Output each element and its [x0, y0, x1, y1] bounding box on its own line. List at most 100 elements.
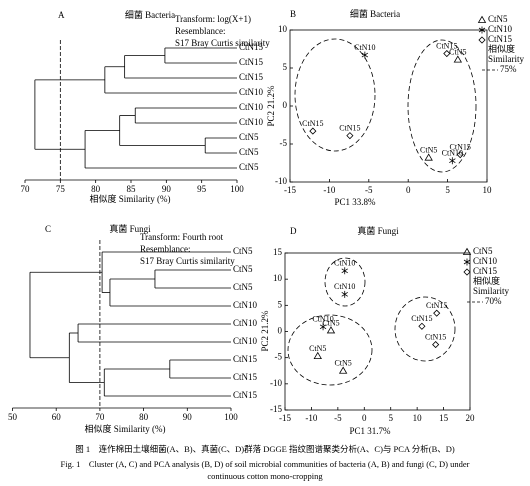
leaf-label: CtN10 [233, 318, 258, 328]
panel-letter: D [290, 226, 297, 236]
x-tick-label: 0 [406, 185, 411, 195]
y-axis-label: PC2 21.2% [266, 85, 276, 127]
y-tick-label: -5 [275, 352, 283, 362]
point [361, 51, 369, 59]
panel-letter: B [290, 9, 296, 19]
point [462, 247, 472, 255]
cluster-ellipse [294, 38, 376, 152]
y-tick-label: 0 [278, 326, 283, 336]
point [449, 157, 456, 165]
cluster-ellipse [407, 39, 477, 173]
x-tick-label: -10 [305, 413, 317, 423]
annotation: S17 Bray Curtis similarity [175, 38, 270, 48]
legend-note: Similarity [473, 286, 510, 296]
leaf-label: CtN15 [233, 372, 258, 382]
caption-en: Fig. 1 Cluster (A, C) and PCA analysis (… [61, 459, 470, 469]
point [341, 267, 348, 275]
leaf-label: CtN5 [233, 282, 253, 292]
point [418, 322, 426, 330]
point [456, 151, 464, 159]
y-tick-label: 0 [283, 100, 288, 110]
point-label: CtN5 [420, 146, 437, 155]
point [341, 290, 348, 298]
x-tick-label: 75 [56, 184, 66, 194]
point [477, 15, 487, 23]
legend-note: Similarity [488, 54, 525, 64]
x-tick-label: 10 [483, 185, 493, 195]
leaf-label: CtN5 [239, 132, 259, 142]
x-tick-label: -15 [279, 413, 291, 423]
x-tick-label: 50 [8, 412, 18, 422]
point [453, 55, 463, 63]
y-tick-label: 15 [273, 247, 283, 257]
y-axis-label: PC2 21.2% [260, 310, 270, 352]
point-label: CtN10 [334, 259, 355, 268]
annotation: Transform: Fourth root [140, 232, 224, 242]
x-tick-label: 5 [445, 185, 450, 195]
point [433, 309, 441, 317]
y-tick-label: 5 [283, 62, 288, 72]
legend-note: 相似度 [488, 43, 515, 54]
x-tick-label: 5 [388, 413, 393, 423]
x-tick-label: 90 [162, 184, 172, 194]
x-tick-label: -10 [323, 185, 335, 195]
x-tick-label: -15 [284, 185, 296, 195]
x-axis-label: 相似度 Similarity (%) [90, 193, 171, 204]
point-label: CtN5 [334, 359, 351, 368]
x-tick-label: 70 [21, 184, 31, 194]
point [319, 323, 327, 331]
point-label: CtN15 [450, 142, 471, 151]
point [424, 153, 433, 161]
point-label: CtN15 [302, 119, 323, 128]
x-tick-label: 0 [362, 413, 367, 423]
legend-label: CtN10 [488, 24, 513, 34]
point [432, 341, 440, 349]
panel-letter: C [45, 224, 51, 234]
legend-label: CtN15 [488, 34, 513, 44]
point-label: CtN5 [309, 344, 326, 353]
y-tick-label: -10 [275, 176, 287, 186]
point [443, 49, 451, 58]
leaf-label: CtN15 [239, 72, 264, 82]
y-tick-label: 10 [273, 273, 283, 283]
point-label: CtN15 [426, 301, 447, 310]
cluster-ellipse [394, 296, 456, 362]
x-tick-label: 60 [52, 412, 62, 422]
leaf-label: CtN15 [233, 390, 258, 400]
cluster-ellipse [287, 314, 373, 386]
annotation: Transform: log(X+1) [175, 14, 251, 24]
legend-note: 相似度 [473, 275, 500, 286]
y-tick-label: -5 [280, 138, 288, 148]
point [326, 326, 336, 334]
leaf-label: CtN15 [239, 42, 264, 52]
legend-label: CtN15 [473, 266, 498, 276]
leaf-label: CtN15 [239, 57, 264, 67]
x-axis-label: PC1 31.7% [349, 426, 391, 436]
point-label: CtN10 [334, 282, 355, 291]
leaf-label: CtN5 [239, 162, 259, 172]
point-label: CtN10 [354, 43, 375, 52]
x-tick-label: -5 [334, 413, 342, 423]
point [478, 36, 486, 44]
annotation: Resemblance: [175, 26, 225, 36]
x-tick-label: 95 [197, 184, 207, 194]
leaf-label: CtN10 [239, 102, 264, 112]
x-tick-label: 10 [413, 413, 423, 423]
x-tick-label: 100 [224, 412, 238, 422]
y-tick-label: 10 [278, 24, 288, 34]
leaf-label: CtN10 [233, 336, 258, 346]
leaf-label: CtN5 [233, 264, 253, 274]
caption-zh: 图 1 连作棉田土壤细菌(A、B)、真菌(C、D)群落 DGGE 指纹图谱聚类分… [75, 444, 455, 454]
point [309, 127, 317, 135]
y-tick-label: -10 [270, 378, 282, 388]
x-tick-label: 100 [230, 184, 244, 194]
point [338, 366, 348, 374]
caption-en: continuous cotton mono-cropping [207, 471, 323, 481]
x-tick-label: -5 [365, 185, 373, 195]
y-tick-label: -15 [270, 404, 282, 414]
y-tick-label: 5 [278, 299, 283, 309]
leaf-label: CtN10 [239, 87, 264, 97]
chart-title: 细菌 Bacteria [350, 8, 400, 19]
